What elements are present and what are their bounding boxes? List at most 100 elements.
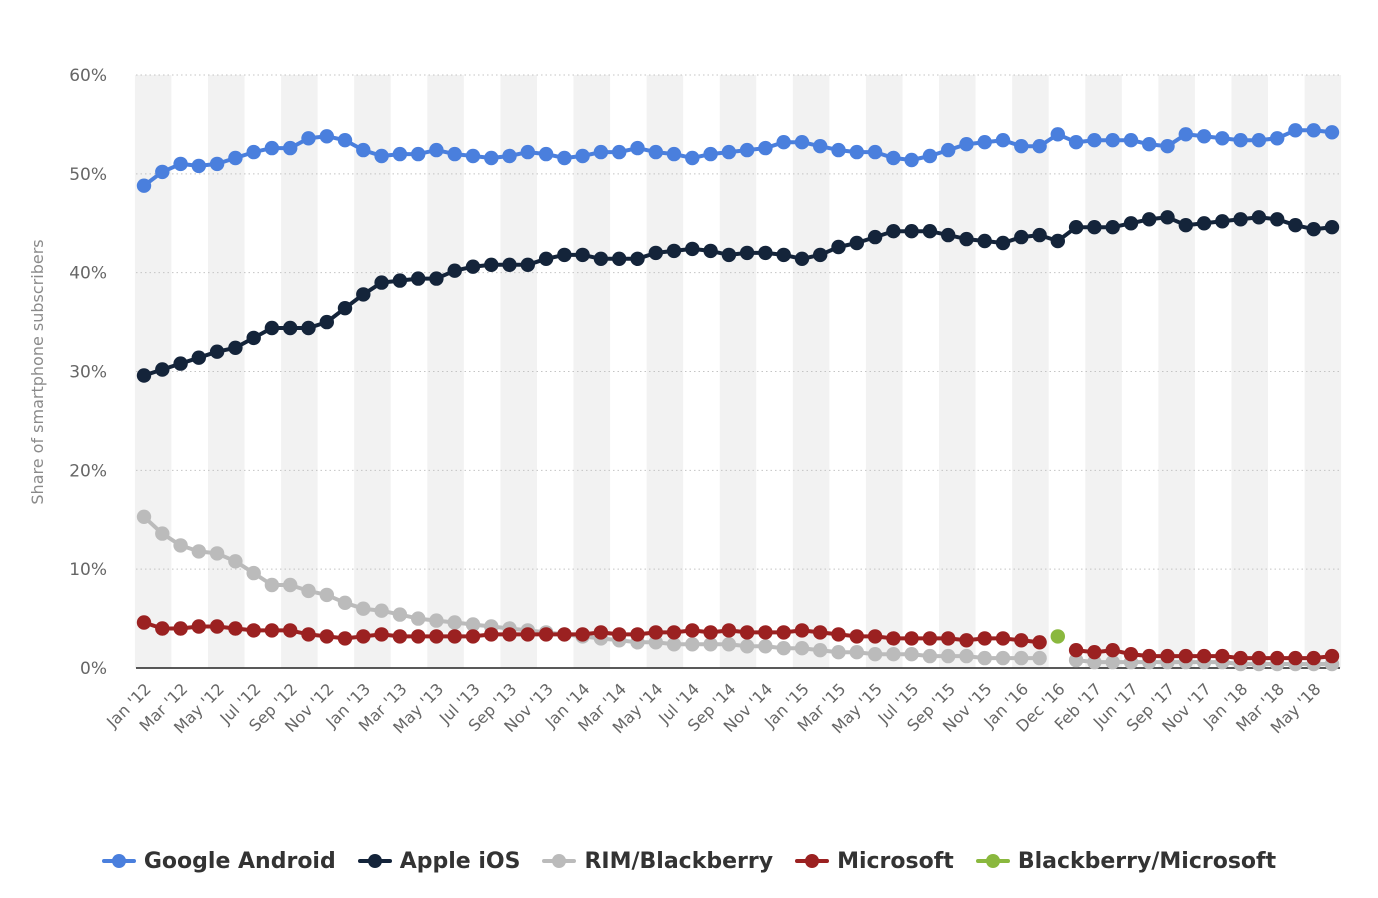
data-point[interactable] [959, 137, 974, 152]
data-point[interactable] [301, 131, 316, 146]
data-point[interactable] [831, 239, 846, 255]
data-point[interactable] [703, 625, 718, 640]
data-point[interactable] [1142, 648, 1157, 664]
data-point[interactable] [356, 287, 371, 302]
data-point[interactable] [1288, 123, 1303, 138]
legend-item-apple-ios[interactable]: Apple iOS [357, 849, 520, 874]
data-point[interactable] [703, 146, 718, 162]
data-point[interactable] [867, 229, 883, 245]
data-point[interactable] [264, 577, 280, 593]
data-point[interactable] [959, 633, 974, 648]
data-point[interactable] [904, 647, 919, 662]
data-point[interactable] [1123, 216, 1139, 231]
data-point[interactable] [648, 635, 663, 650]
data-point[interactable] [319, 314, 334, 330]
data-point[interactable] [538, 146, 554, 162]
data-point[interactable] [411, 146, 426, 162]
data-point[interactable] [392, 607, 408, 622]
data-point[interactable] [411, 629, 426, 644]
data-point[interactable] [319, 129, 334, 144]
data-point[interactable] [392, 273, 408, 288]
data-point[interactable] [136, 178, 152, 193]
data-point[interactable] [1087, 654, 1102, 670]
data-point[interactable] [1014, 650, 1029, 666]
data-point[interactable] [1105, 654, 1120, 670]
data-point[interactable] [886, 631, 901, 646]
data-point[interactable] [264, 320, 280, 336]
data-point[interactable] [904, 631, 919, 646]
data-point[interactable] [648, 245, 663, 261]
data-point[interactable] [209, 344, 225, 359]
data-point[interactable] [173, 538, 188, 553]
data-point[interactable] [319, 629, 334, 644]
data-point[interactable] [941, 227, 956, 243]
data-point[interactable] [758, 625, 773, 640]
data-point[interactable] [794, 623, 810, 638]
data-point[interactable] [1014, 633, 1029, 648]
data-point[interactable] [612, 144, 627, 160]
data-point[interactable] [538, 627, 554, 642]
data-point[interactable] [776, 135, 791, 150]
data-point[interactable] [886, 647, 901, 662]
data-point[interactable] [392, 629, 408, 644]
data-point[interactable] [374, 148, 389, 164]
data-point[interactable] [776, 625, 791, 640]
data-point[interactable] [447, 629, 462, 644]
data-point[interactable] [977, 631, 992, 646]
data-point[interactable] [685, 150, 700, 166]
data-point[interactable] [813, 643, 828, 658]
data-point[interactable] [557, 247, 572, 263]
data-point[interactable] [392, 146, 408, 162]
data-point[interactable] [1142, 212, 1157, 227]
data-point[interactable] [648, 144, 663, 160]
data-point[interactable] [922, 224, 938, 239]
data-point[interactable] [758, 245, 773, 261]
data-point[interactable] [849, 144, 864, 160]
data-point[interactable] [155, 164, 170, 180]
data-point[interactable] [209, 619, 225, 634]
data-point[interactable] [630, 140, 645, 156]
data-point[interactable] [941, 648, 956, 664]
data-point[interactable] [776, 247, 791, 263]
data-point[interactable] [922, 631, 938, 646]
data-point[interactable] [995, 235, 1011, 251]
data-point[interactable] [136, 509, 152, 524]
data-point[interactable] [721, 637, 737, 652]
data-point[interactable] [959, 231, 974, 247]
data-point[interactable] [465, 617, 481, 632]
data-point[interactable] [246, 623, 261, 638]
data-point[interactable] [666, 146, 682, 162]
data-point[interactable] [1196, 648, 1212, 664]
data-point[interactable] [155, 362, 170, 377]
data-point[interactable] [1251, 210, 1267, 225]
data-point[interactable] [575, 627, 590, 642]
data-point[interactable] [1032, 227, 1047, 243]
data-point[interactable] [995, 650, 1011, 666]
data-point[interactable] [155, 621, 170, 636]
data-point[interactable] [977, 650, 992, 666]
data-point[interactable] [593, 251, 609, 266]
data-point[interactable] [1032, 139, 1047, 154]
data-point[interactable] [1270, 131, 1285, 146]
legend-item-rim-blackberry[interactable]: RIM/Blackberry [542, 849, 773, 874]
data-point[interactable] [337, 595, 353, 610]
data-point[interactable] [502, 627, 517, 642]
data-point[interactable] [191, 544, 206, 559]
data-point[interactable] [1233, 212, 1248, 227]
data-point[interactable] [1215, 131, 1230, 146]
data-point[interactable] [794, 251, 810, 266]
data-point[interactable] [995, 631, 1011, 646]
data-point[interactable] [228, 621, 243, 636]
data-point[interactable] [1068, 220, 1084, 235]
data-point[interactable] [575, 148, 590, 164]
data-point[interactable] [1160, 139, 1175, 154]
data-point[interactable] [520, 257, 535, 272]
data-point[interactable] [904, 152, 919, 168]
data-point[interactable] [465, 629, 481, 644]
data-point[interactable] [1105, 643, 1120, 658]
data-point[interactable] [703, 637, 718, 652]
data-point[interactable] [337, 133, 353, 148]
data-point[interactable] [1050, 233, 1066, 249]
data-point[interactable] [374, 627, 389, 642]
data-point[interactable] [502, 257, 517, 272]
